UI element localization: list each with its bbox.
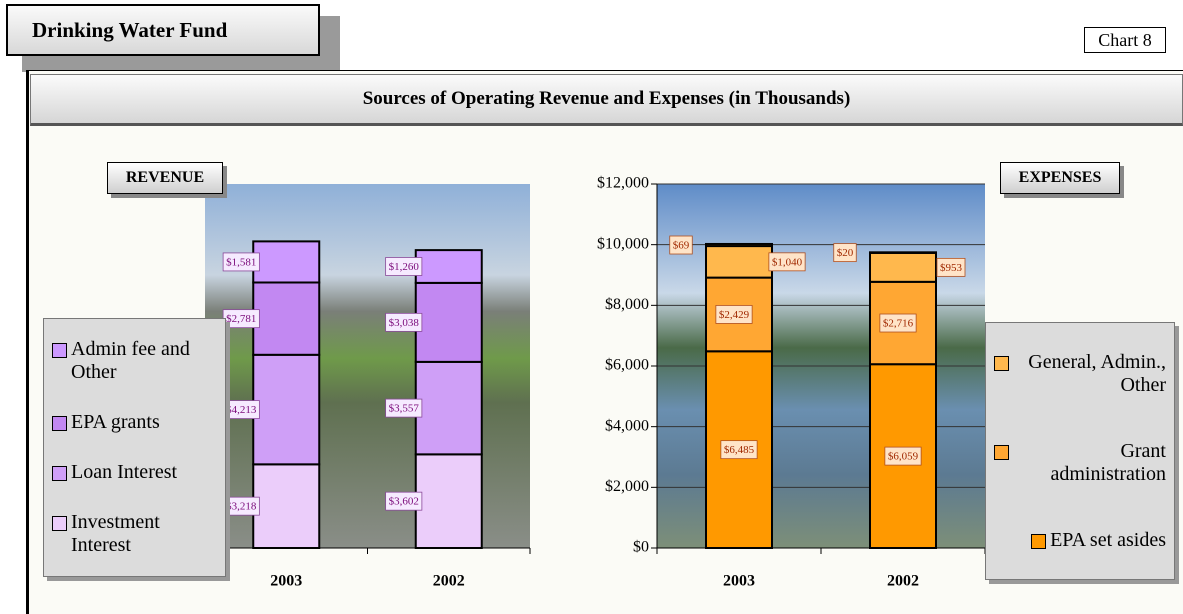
legend-item: General, Admin., Other [994, 351, 1166, 397]
value-label-box [884, 446, 922, 466]
value-label: $2,429 [719, 309, 750, 321]
bar-segment [414, 453, 483, 549]
value-label-box [833, 243, 857, 263]
value-label-box [715, 305, 753, 324]
value-label-box [385, 257, 423, 276]
bar-segment [252, 240, 321, 284]
x-tick-label: 2002 [887, 573, 919, 590]
bar-segment [252, 353, 321, 466]
bar-segment [705, 245, 773, 279]
legend-item: EPA set asides [1031, 529, 1166, 552]
y-tick-label: $0 [633, 539, 649, 556]
legend-swatch [52, 515, 67, 531]
bar-segment [414, 281, 483, 363]
value-label-box [385, 398, 423, 418]
x-tick-label: 2002 [433, 573, 465, 590]
legend-swatch [994, 355, 1009, 371]
legend-item: Admin fee and Other [52, 338, 217, 384]
value-label: $1,040 [772, 256, 803, 268]
value-label: $2,781 [226, 313, 256, 325]
x-tick-label: 2003 [723, 573, 755, 590]
subtitle: Sources of Operating Revenue and Expense… [30, 74, 1183, 126]
y-tick-label: $4,000 [605, 417, 649, 434]
bar-segment [869, 251, 937, 254]
bar-segment [252, 463, 321, 549]
value-label: $1,581 [226, 256, 256, 268]
value-label: $69 [673, 240, 690, 252]
legend-item: Investment Interest [52, 511, 217, 557]
legend-label: General, Admin., Other [1028, 350, 1166, 396]
legend: General, Admin., Other Grant administrati… [985, 322, 1175, 580]
value-label: $6,059 [888, 451, 919, 463]
value-label: $3,557 [389, 403, 420, 415]
value-label: $6,485 [724, 444, 755, 456]
y-tick-label: $12,000 [597, 175, 649, 192]
legend-swatch [52, 465, 67, 481]
value-label-box [669, 235, 693, 255]
legend-item: EPA grants [52, 411, 217, 434]
chart-title: EXPENSES [1000, 162, 1120, 194]
bar-segment [705, 242, 773, 248]
value-label: $3,218 [226, 501, 257, 513]
value-label: $3,038 [389, 317, 420, 329]
value-label-box [385, 312, 423, 332]
value-label: $2,716 [883, 318, 914, 330]
value-label: $3,602 [389, 496, 419, 508]
legend-label: EPA set asides [1050, 528, 1166, 551]
legend: Admin fee and Other EPA grants Loan Intere… [43, 318, 226, 577]
value-label-box [385, 491, 423, 511]
value-label: $1,260 [389, 261, 420, 273]
y-tick-label: $8,000 [605, 296, 649, 313]
value-label: $20 [837, 247, 854, 259]
legend-label: Loan Interest [71, 460, 178, 483]
value-label-box [879, 313, 917, 333]
legend-label: Investment Interest [71, 510, 160, 556]
legend-swatch [52, 343, 67, 359]
legend-item: Grant administration [994, 440, 1166, 486]
legend-item: Loan Interest [52, 461, 217, 484]
header-title: Drinking Water Fund [6, 4, 320, 56]
bar-segment [414, 249, 483, 284]
bar-segment [414, 360, 483, 456]
value-label: $4,213 [226, 404, 257, 416]
bar-segment [869, 251, 937, 283]
legend-label: EPA grants [71, 411, 160, 434]
y-tick-label: $10,000 [597, 235, 649, 252]
legend-label: Grant administration [1050, 439, 1166, 485]
x-tick-label: 2003 [270, 573, 302, 590]
value-label-box [222, 252, 260, 272]
value-label: $953 [940, 262, 963, 274]
value-label-box [936, 257, 966, 277]
legend-swatch [1031, 533, 1047, 549]
chart-number: Chart 8 [1084, 27, 1166, 53]
chart-title: REVENUE [107, 162, 223, 194]
value-label-box [720, 440, 758, 460]
y-tick-label: $2,000 [605, 478, 649, 495]
legend-label: Admin fee and Other [71, 338, 190, 384]
y-tick-label: $6,000 [605, 357, 649, 374]
value-label-box [768, 252, 806, 272]
legend-swatch [994, 444, 1009, 460]
legend-swatch [52, 416, 67, 432]
bar-segment [252, 281, 321, 356]
